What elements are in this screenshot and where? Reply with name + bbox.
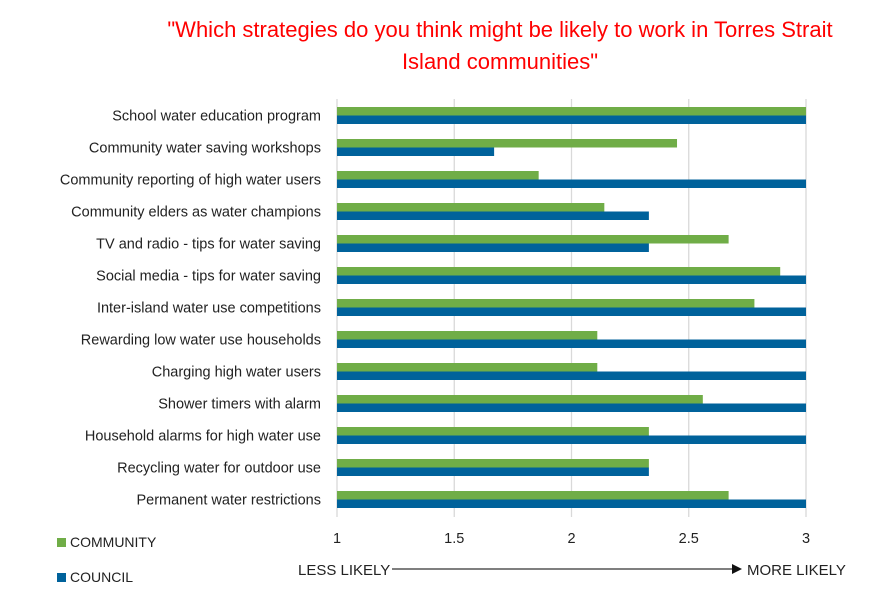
category-label: Charging high water users (152, 365, 321, 381)
legend-swatch-council (57, 573, 66, 582)
bar-council (337, 275, 806, 284)
bar-community (337, 107, 806, 116)
bar-community (337, 235, 729, 244)
arrow-head-icon (732, 564, 742, 574)
legend-swatch-community (57, 538, 66, 547)
legend-label-council: COUNCIL (70, 569, 133, 585)
bar-council (337, 371, 806, 380)
category-label: Community water saving workshops (89, 141, 321, 157)
bar-council (337, 211, 649, 220)
bar-community (337, 363, 598, 372)
category-label: Permanent water restrictions (136, 493, 321, 509)
bar-community (337, 459, 649, 468)
legend-label-community: COMMUNITY (70, 534, 157, 550)
bar-community (337, 395, 703, 404)
category-label: Community elders as water champions (71, 205, 321, 221)
x-tick-label: 2 (567, 531, 575, 547)
category-label: Social media - tips for water saving (96, 269, 321, 285)
bar-council (337, 307, 806, 316)
bar-council (337, 147, 495, 156)
bar-council (337, 435, 806, 444)
x-tick-label: 1 (333, 531, 341, 547)
chart-title: "Which strategies do you think might be … (167, 17, 833, 74)
bar-council (337, 403, 806, 412)
less-likely-label: LESS LIKELY (298, 562, 390, 579)
bar-community (337, 267, 781, 276)
category-label: Inter-island water use competitions (97, 301, 321, 317)
bars (337, 107, 806, 508)
bar-council (337, 115, 806, 124)
x-tick-labels: 1 1.5 2 2.5 3 (333, 531, 810, 547)
bar-community (337, 203, 605, 212)
category-label: Household alarms for high water use (85, 429, 321, 445)
category-label: Recycling water for outdoor use (117, 461, 321, 477)
bar-community (337, 139, 678, 148)
bar-community (337, 171, 539, 180)
category-label: TV and radio - tips for water saving (96, 237, 321, 253)
category-label: Shower timers with alarm (158, 397, 321, 413)
more-likely-label: MORE LIKELY (747, 562, 846, 579)
bar-community (337, 299, 755, 308)
bar-community (337, 427, 649, 436)
category-label: Rewarding low water use households (81, 333, 321, 349)
likelihood-axis-arrow: LESS LIKELY MORE LIKELY (298, 562, 846, 579)
bar-council (337, 499, 806, 508)
x-tick-label: 2.5 (679, 531, 699, 547)
x-tick-label: 3 (802, 531, 810, 547)
bar-council (337, 467, 649, 476)
bar-council (337, 339, 806, 348)
legend: COMMUNITY COUNCIL (57, 534, 157, 585)
x-tick-label: 1.5 (444, 531, 464, 547)
bar-community (337, 331, 598, 340)
category-labels: School water education program Community … (60, 109, 321, 509)
bar-community (337, 491, 729, 500)
bar-council (337, 243, 649, 252)
category-label: Community reporting of high water users (60, 173, 321, 189)
category-label: School water education program (112, 109, 321, 125)
bar-council (337, 179, 806, 188)
